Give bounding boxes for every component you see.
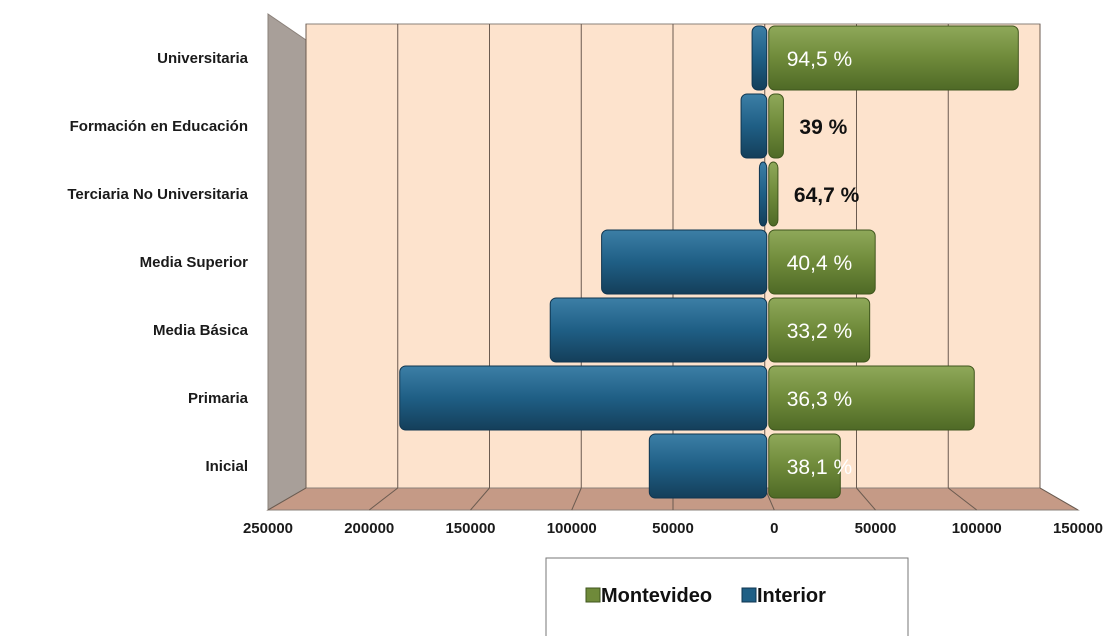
gridline-floor — [1039, 487, 1079, 511]
x-tick-label: 150000 — [1053, 520, 1103, 537]
x-tick-label: 50000 — [652, 520, 694, 537]
bar-interior — [549, 297, 768, 363]
bar-montevideo — [768, 297, 871, 363]
legend-swatch-montevideo — [585, 587, 601, 603]
bar-interior — [399, 365, 768, 431]
gridline-floor — [856, 487, 876, 511]
gridline-floor — [947, 487, 978, 511]
gridline-floor — [470, 487, 490, 511]
x-tick-label: 100000 — [952, 520, 1002, 537]
data-label: 94,5 % — [787, 48, 852, 71]
category-label: Inicial — [205, 458, 248, 475]
data-label: 33,2 % — [787, 320, 852, 343]
gridline-floor — [267, 487, 307, 511]
data-label: 36,3 % — [787, 388, 852, 411]
side-wall — [267, 13, 307, 511]
bar-montevideo — [768, 365, 975, 431]
category-label: Terciaria No Universitaria — [67, 186, 248, 203]
category-label: Media Básica — [153, 322, 249, 339]
gridline-floor — [571, 487, 582, 511]
legend-swatch-interior — [741, 587, 757, 603]
legend-label-interior: Interior — [757, 585, 826, 607]
x-tick-label: 0 — [770, 520, 778, 537]
data-label: 40,4 % — [787, 252, 852, 275]
bar-montevideo — [768, 229, 876, 295]
data-label: 39 % — [799, 116, 847, 139]
bar-montevideo — [768, 93, 784, 159]
category-label: Primaria — [188, 390, 249, 407]
bar-montevideo — [768, 433, 841, 499]
legend-label-montevideo: Montevideo — [601, 585, 712, 607]
data-label: 38,1 % — [787, 456, 852, 479]
x-tick-label: 150000 — [445, 520, 495, 537]
data-label: 64,7 % — [794, 184, 860, 207]
bar-interior — [751, 25, 768, 91]
bar-montevideo — [768, 25, 1019, 91]
x-tick-label: 250000 — [243, 520, 293, 537]
bar-interior — [601, 229, 768, 295]
bar-interior — [648, 433, 768, 499]
category-label: Universitaria — [157, 50, 249, 67]
x-tick-label: 100000 — [547, 520, 597, 537]
bar-interior — [740, 93, 768, 159]
category-label: Formación en Educación — [70, 118, 248, 135]
bar-interior — [758, 161, 768, 227]
bar-montevideo — [768, 161, 779, 227]
x-tick-label: 200000 — [344, 520, 394, 537]
x-tick-label: 50000 — [855, 520, 897, 537]
legend — [545, 557, 909, 636]
category-label: Media Superior — [140, 254, 249, 271]
gridline-floor — [368, 487, 399, 511]
